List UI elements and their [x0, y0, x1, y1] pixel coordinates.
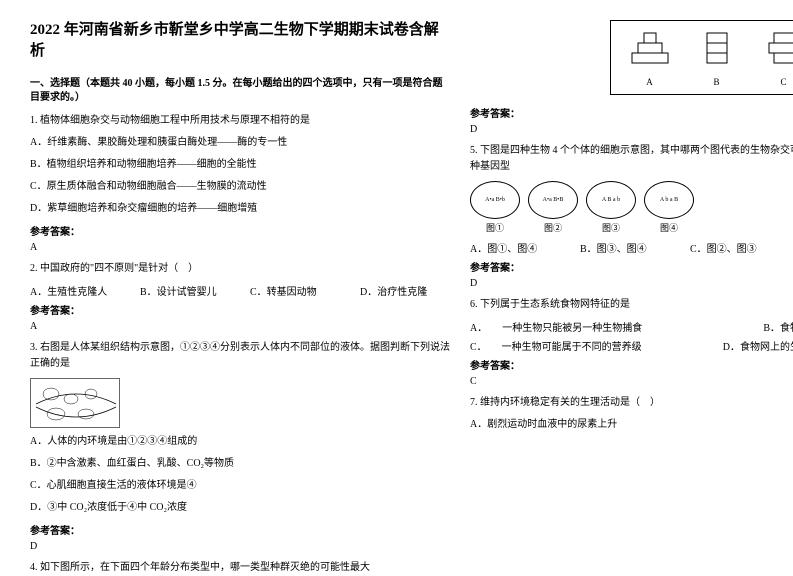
- q2-optD: D．治疗性克隆: [360, 283, 450, 298]
- q6-row2: C． 一种生物可能属于不同的营养级 D．食物网上的生物之间都是捕食关系: [470, 338, 793, 353]
- q3-optD: D．③中 CO₂浓度低于④中 CO₂浓度: [30, 500, 450, 516]
- q6-row1: A． 一种生物只能被另一种生物捕食 B．食物链的环节数是无限的: [470, 319, 793, 334]
- q5-optA: A．图①、图④: [470, 240, 560, 255]
- q5-optB: B．图③、图④: [580, 240, 670, 255]
- q2-optB: B．设计试管婴儿: [140, 283, 230, 298]
- shape-B: B: [697, 28, 737, 87]
- q2-optA: A．生殖性克隆人: [30, 283, 120, 298]
- shape-A: A: [630, 28, 670, 87]
- cell-1-icon: A•a B•b: [470, 181, 520, 219]
- section-header: 一、选择题（本题共 40 小题，每小题 1.5 分。在每小题给出的四个选项中，只…: [30, 77, 450, 105]
- q3-optB: B．②中含激素、血红蛋白、乳酸、CO₂等物质: [30, 456, 450, 472]
- q4-answer: D: [470, 124, 793, 135]
- right-column: A B C D 老年组: [470, 20, 793, 541]
- q7-optA: A．剧烈运动时血液中的尿素上升: [470, 417, 793, 433]
- q6-optA: A． 一种生物只能被另一种生物捕食: [470, 319, 642, 334]
- q4-answer-label: 参考答案：: [470, 105, 793, 120]
- q5-figure: A•a B•b 图① A•a B•B 图② A B a b 图③ A b a B…: [470, 181, 793, 234]
- circle-4: A b a B 图④: [644, 181, 694, 234]
- q1-optB: B．植物组织培养和动物细胞培养——细胞的全能性: [30, 157, 450, 173]
- q5-answer: D: [470, 278, 793, 289]
- q2-stem: 2. 中国政府的"四不原则"是针对（ ）: [30, 261, 450, 277]
- q2-options: A．生殖性克隆人 B．设计试管婴儿 C．转基因动物 D．治疗性克隆: [30, 283, 450, 298]
- q3-optC: C．心肌细胞直接生活的液体环境是④: [30, 478, 450, 494]
- q5-optC: C．图②、图③: [690, 240, 780, 255]
- label-B: B: [713, 77, 719, 87]
- circle-1-label: 图①: [486, 221, 504, 234]
- shape-C: C: [764, 28, 793, 87]
- q1-answer: A: [30, 242, 450, 253]
- q5-options: A．图①、图④ B．图③、图④ C．图②、图③ D．图①、图②: [470, 240, 793, 255]
- cell-2-icon: A•a B•B: [528, 181, 578, 219]
- q7-stem: 7. 维持内环境稳定有关的生理活动是（ ）: [470, 395, 793, 411]
- q6-optC: C． 一种生物可能属于不同的营养级: [470, 338, 642, 353]
- q6-optB: B．食物链的环节数是无限的: [763, 319, 793, 334]
- q2-optC: C．转基因动物: [250, 283, 340, 298]
- q2-answer-label: 参考答案：: [30, 302, 450, 317]
- q3-stem: 3. 右图是人体某组织结构示意图，①②③④分别表示人体内不同部位的液体。据图判断…: [30, 340, 450, 372]
- q1-optA: A．纤维素酶、果胶酶处理和胰蛋白酶处理——酶的专一性: [30, 135, 450, 151]
- q1-stem: 1. 植物体细胞杂交与动物细胞工程中所用技术与原理不相符的是: [30, 113, 450, 129]
- q2-answer: A: [30, 321, 450, 332]
- circle-1: A•a B•b 图①: [470, 181, 520, 234]
- left-column: 2022 年河南省新乡市靳堂乡中学高二生物下学期期末试卷含解析 一、选择题（本题…: [30, 20, 450, 541]
- q4-figure: A B C D 老年组: [610, 20, 793, 95]
- exam-title: 2022 年河南省新乡市靳堂乡中学高二生物下学期期末试卷含解析: [30, 20, 450, 62]
- q6-optD: D．食物网上的生物之间都是捕食关系: [723, 338, 793, 353]
- q1-optD: D．紫草细胞培养和杂交瘤细胞的培养——细胞增殖: [30, 201, 450, 217]
- q1-answer-label: 参考答案：: [30, 223, 450, 238]
- q1-optC: C．原生质体融合和动物细胞融合——生物膜的流动性: [30, 179, 450, 195]
- pyramid-B-icon: [697, 28, 737, 73]
- circle-3: A B a b 图③: [586, 181, 636, 234]
- cell-4-icon: A b a B: [644, 181, 694, 219]
- q6-answer: C: [470, 376, 793, 387]
- q3-answer: D: [30, 541, 450, 552]
- label-C: C: [780, 77, 786, 87]
- circle-2-label: 图②: [544, 221, 562, 234]
- pyramid-A-icon: [630, 28, 670, 73]
- circle-2: A•a B•B 图②: [528, 181, 578, 234]
- q6-stem: 6. 下列属于生态系统食物网特征的是: [470, 297, 793, 313]
- circle-4-label: 图④: [660, 221, 678, 234]
- q4-stem: 4. 如下图所示，在下面四个年龄分布类型中，哪一类型种群灭绝的可能性最大: [30, 560, 450, 576]
- pyramid-C-icon: [764, 28, 793, 73]
- cell-3-icon: A B a b: [586, 181, 636, 219]
- q3-figure: [30, 378, 120, 428]
- q3-optA: A．人体的内环境是由①②③④组成的: [30, 434, 450, 450]
- q3-answer-label: 参考答案：: [30, 522, 450, 537]
- q5-stem: 5. 下图是四种生物 4 个个体的细胞示意图，其中哪两个图代表的生物杂交可得到 …: [470, 143, 793, 175]
- q5-answer-label: 参考答案：: [470, 259, 793, 274]
- label-A: A: [646, 77, 653, 87]
- circle-3-label: 图③: [602, 221, 620, 234]
- tissue-diagram-icon: [31, 379, 120, 428]
- q6-answer-label: 参考答案：: [470, 357, 793, 372]
